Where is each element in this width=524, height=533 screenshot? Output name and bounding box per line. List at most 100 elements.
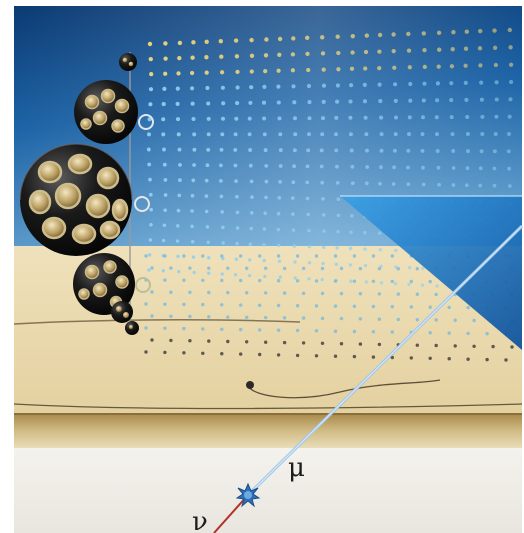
lattice-module-dot	[391, 32, 396, 37]
lattice-module-dot	[485, 357, 489, 362]
lattice-module-dot	[406, 165, 410, 170]
lattice-module-dot	[249, 37, 254, 43]
lattice-module-dot	[221, 101, 226, 106]
lattice-module-dot	[190, 209, 194, 213]
lattice-module-dot	[175, 86, 180, 91]
lattice-module-dot	[290, 196, 295, 200]
lattice-module-dot	[264, 266, 268, 270]
lattice-module-dot	[169, 290, 173, 294]
lattice-module-dot	[150, 338, 154, 342]
lattice-module-dot	[295, 353, 300, 358]
lattice-module-dot	[371, 279, 376, 283]
lattice-module-dot	[248, 100, 253, 105]
lattice-module-dot	[148, 56, 153, 62]
lattice-module-dot	[335, 246, 339, 250]
lattice-module-dot	[421, 98, 426, 103]
lattice-module-dot	[333, 254, 338, 258]
lattice-module-dot	[220, 352, 224, 356]
lattice-module-dot	[408, 98, 413, 103]
lattice-module-dot	[282, 266, 287, 271]
lattice-module-dot	[336, 197, 341, 202]
lattice-module-dot	[301, 316, 306, 320]
lattice-module-dot	[352, 304, 357, 308]
lattice-module-dot	[371, 254, 376, 258]
lattice-module-dot	[362, 82, 367, 87]
lattice-module-dot	[391, 182, 396, 186]
lattice-module-dot	[349, 279, 353, 283]
lattice-module-dot	[144, 254, 148, 258]
lattice-module-dot	[192, 163, 197, 167]
lattice-module-dot	[263, 148, 268, 153]
lattice-module-dot	[321, 245, 326, 250]
lattice-module-dot	[220, 116, 226, 121]
lattice-module-dot	[278, 275, 282, 279]
lattice-module-dot	[377, 49, 382, 54]
lattice-module-dot	[144, 302, 148, 306]
underground	[14, 448, 522, 533]
lattice-module-dot	[258, 352, 262, 357]
lattice-module-dot	[463, 63, 468, 68]
lattice-module-dot	[350, 34, 355, 39]
lattice-module-dot	[390, 305, 394, 309]
lattice-module-dot	[235, 101, 240, 106]
lattice-module-dot	[163, 302, 167, 306]
lattice-module-dot	[204, 55, 209, 60]
lattice-module-dot	[449, 98, 454, 103]
seabed-cable-long	[13, 403, 523, 410]
lattice-module-dot	[190, 101, 195, 106]
lattice-module-dot	[421, 266, 425, 271]
lattice-module-dot	[278, 180, 282, 184]
lattice-module-dot	[293, 132, 298, 137]
lattice-module-dot	[220, 210, 224, 214]
lattice-module-dot	[204, 194, 209, 198]
lattice-module-dot	[191, 178, 196, 183]
lattice-module-dot	[249, 69, 254, 74]
lattice-module-dot	[392, 148, 397, 153]
lattice-module-dot	[276, 279, 281, 283]
lattice-module-dot	[282, 340, 287, 345]
lattice-module-dot	[148, 87, 154, 92]
lattice-module-dot	[233, 132, 238, 137]
lattice-module-dot	[262, 132, 267, 137]
lattice-module-dot	[190, 193, 195, 198]
lattice-module-dot	[148, 102, 153, 107]
lattice-module-dot	[219, 163, 223, 168]
lattice-module-dot	[336, 50, 341, 56]
lattice-module-dot	[175, 117, 181, 122]
lattice-module-dot	[320, 341, 325, 345]
lattice-module-dot	[447, 331, 451, 335]
lattice-module-dot	[396, 267, 400, 271]
lattice-module-dot	[508, 97, 513, 102]
lattice-module-dot	[295, 328, 300, 333]
lattice-module-dot	[406, 31, 411, 37]
lattice-module-dot	[234, 257, 238, 261]
lattice-module-dot	[393, 281, 398, 286]
lattice-module-dot	[176, 224, 180, 228]
lattice-module-dot	[339, 266, 344, 271]
lattice-module-dot	[465, 132, 470, 136]
lattice-module-dot	[226, 290, 230, 295]
lattice-module-dot	[221, 241, 225, 245]
lattice-module-dot	[479, 97, 484, 102]
lattice-module-dot	[508, 45, 513, 50]
lattice-module-dot	[509, 79, 514, 85]
lattice-module-dot	[507, 132, 511, 136]
lattice-module-dot	[144, 350, 148, 354]
lattice-module-dot	[305, 180, 310, 185]
lattice-module-dot	[177, 55, 182, 61]
lattice-module-dot	[204, 209, 209, 214]
lattice-module-dot	[277, 36, 283, 42]
lattice-module-dot	[371, 304, 376, 309]
lattice-module-dot	[249, 85, 254, 90]
lattice-module-dot	[335, 34, 340, 39]
neutrino-track	[213, 494, 249, 533]
lattice-module-dot	[451, 30, 456, 35]
lattice-module-dot	[393, 98, 398, 103]
lattice-module-dot	[147, 117, 152, 122]
lattice-module-dot	[478, 166, 483, 171]
lattice-module-dot	[291, 228, 296, 232]
lattice-module-dot	[335, 83, 340, 88]
lattice-module-dot	[276, 353, 281, 357]
lattice-module-dot	[420, 115, 426, 120]
